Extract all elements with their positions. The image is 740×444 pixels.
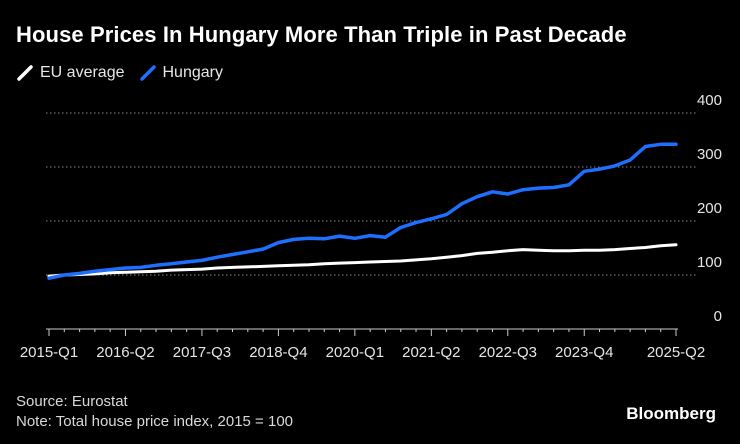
x-tick-label-2023-Q4: 2023-Q4 bbox=[555, 344, 613, 361]
y-tick-label-200: 200 bbox=[697, 200, 722, 217]
x-tick-label-2020-Q1: 2020-Q1 bbox=[326, 344, 384, 361]
legend-label-eu: EU average bbox=[40, 64, 125, 81]
series-line-eu-average bbox=[47, 243, 678, 278]
y-tick-label-100: 100 bbox=[697, 254, 722, 271]
x-tick-label-2017-Q3: 2017-Q3 bbox=[173, 344, 231, 361]
x-tick-label-2018-Q4: 2018-Q4 bbox=[249, 344, 307, 361]
footnote: Note: Total house price index, 2015 = 10… bbox=[16, 413, 294, 430]
legend-label-hungary: Hungary bbox=[162, 64, 223, 81]
source-note: Source: Eurostat bbox=[16, 393, 128, 410]
x-tick-label-2021-Q2: 2021-Q2 bbox=[402, 344, 460, 361]
chart-title: House Prices In Hungary More Than Triple… bbox=[16, 22, 627, 47]
y-tick-label-400: 400 bbox=[697, 92, 722, 109]
y-tick-label-300: 300 bbox=[697, 146, 722, 163]
bloomberg-logo: Bloomberg bbox=[626, 404, 716, 423]
y-tick-label-0: 0 bbox=[714, 308, 722, 325]
x-tick-label-2015-Q1: 2015-Q1 bbox=[20, 344, 78, 361]
series-line-hungary bbox=[47, 142, 678, 280]
legend-swatch-eu-icon bbox=[16, 64, 34, 82]
legend: EU average Hungary bbox=[16, 64, 237, 82]
legend-item-hungary: Hungary bbox=[139, 64, 223, 82]
x-tick-label-2022-Q3: 2022-Q3 bbox=[479, 344, 537, 361]
x-tick-label-2016-Q2: 2016-Q2 bbox=[96, 344, 154, 361]
legend-swatch-hungary-icon bbox=[139, 64, 157, 82]
x-tick-label-2025-Q2: 2025-Q2 bbox=[647, 344, 705, 361]
legend-item-eu: EU average bbox=[16, 64, 125, 82]
footer: Source: Eurostat Note: Total house price… bbox=[16, 392, 293, 432]
